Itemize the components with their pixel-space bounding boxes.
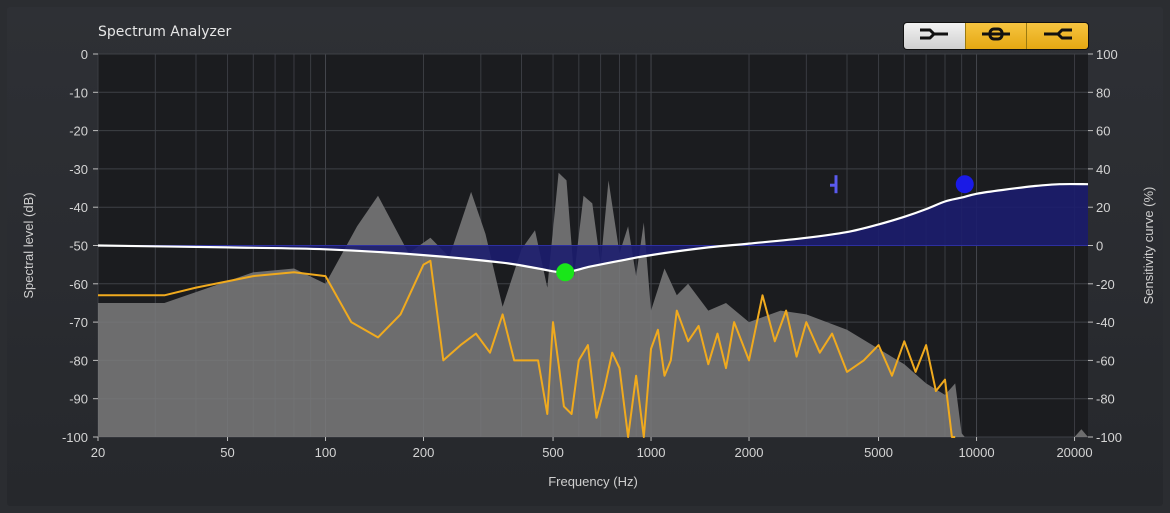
- mode-button-1[interactable]: [904, 23, 965, 49]
- y-tick-label: -70: [69, 315, 88, 330]
- x-tick-label: 10000: [958, 445, 994, 460]
- x-tick-label: 50: [220, 445, 234, 460]
- y-tick-label: 0: [81, 47, 88, 62]
- y2-axis-label: Sensitivity curve (%): [1141, 187, 1156, 305]
- x-tick-label: 5000: [864, 445, 893, 460]
- y-tick-label: -50: [69, 239, 88, 254]
- y-axis-label: Spectral level (dB): [21, 192, 36, 298]
- y-tick-label: -40: [69, 200, 88, 215]
- x-tick-label: 2000: [735, 445, 764, 460]
- y-tick-label: -10: [69, 85, 88, 100]
- sensitivity-marker[interactable]: [829, 175, 838, 194]
- peak-spectrum-area: [98, 172, 1088, 437]
- curve-mode-left-icon: [1041, 26, 1075, 46]
- y2-tick-label: -80: [1096, 392, 1115, 407]
- y2-tick-label: -100: [1096, 430, 1122, 445]
- green-handle[interactable]: [556, 263, 575, 282]
- y-tick-label: -100: [62, 430, 88, 445]
- y2-tick-label: 60: [1096, 124, 1110, 139]
- sensitivity-fill: [98, 184, 1088, 273]
- blue-handle[interactable]: [955, 175, 974, 194]
- x-tick-label: 20000: [1056, 445, 1092, 460]
- curve-mode-center-icon: [979, 26, 1013, 46]
- y2-tick-label: 80: [1096, 85, 1110, 100]
- y-tick-label: -60: [69, 277, 88, 292]
- sensitivity-curve[interactable]: [97, 182, 1089, 274]
- y2-tick-label: -20: [1096, 277, 1115, 292]
- y2-tick-label: 40: [1096, 162, 1110, 177]
- curve-mode-toolbar: [904, 23, 1088, 49]
- panel-title: Spectrum Analyzer: [98, 24, 232, 40]
- y-tick-label: -20: [69, 124, 88, 139]
- y-tick-label: -80: [69, 353, 88, 368]
- y2-tick-label: 0: [1096, 239, 1103, 254]
- mode-button-3[interactable]: [1026, 23, 1088, 49]
- current-spectrum-line: [98, 259, 956, 438]
- x-axis-label: Frequency (Hz): [548, 474, 638, 489]
- y2-tick-label: 20: [1096, 200, 1110, 215]
- y2-tick-label: -40: [1096, 315, 1115, 330]
- x-tick-label: 200: [413, 445, 435, 460]
- y2-tick-label: -60: [1096, 353, 1115, 368]
- mode-button-2[interactable]: [964, 23, 1027, 49]
- y2-tick-label: 100: [1096, 47, 1118, 62]
- y-tick-label: -90: [69, 392, 88, 407]
- x-tick-label: 20: [91, 445, 105, 460]
- x-tick-label: 1000: [637, 445, 666, 460]
- curve-mode-right-icon: [917, 26, 951, 46]
- x-tick-label: 100: [315, 445, 337, 460]
- y-tick-label: -30: [69, 162, 88, 177]
- x-tick-label: 500: [542, 445, 564, 460]
